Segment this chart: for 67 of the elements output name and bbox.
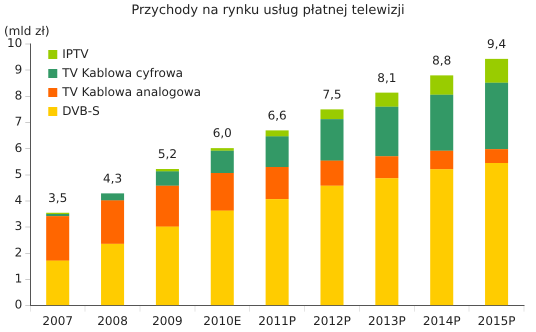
bar bbox=[320, 119, 344, 161]
bar bbox=[320, 186, 344, 306]
y-axis-title: (mld zł) bbox=[4, 24, 50, 38]
total-label: 5,2 bbox=[158, 147, 177, 162]
y-tick-label: 4 bbox=[14, 193, 22, 208]
y-tick-label: 7 bbox=[14, 114, 22, 129]
bar bbox=[210, 210, 234, 306]
legend-label: TV Kablowa analogowa bbox=[61, 85, 202, 100]
x-tick-label: 2015P bbox=[478, 314, 516, 328]
bar bbox=[101, 244, 124, 306]
bar bbox=[210, 148, 234, 151]
y-tick-label: 3 bbox=[14, 219, 22, 234]
bar bbox=[430, 169, 454, 306]
bar bbox=[430, 94, 454, 151]
total-label: 8,1 bbox=[377, 70, 396, 85]
y-tick-label: 8 bbox=[14, 88, 22, 102]
y-tick-label: 5 bbox=[14, 166, 22, 181]
y-tick-label: 0 bbox=[14, 298, 22, 312]
y-tick-label: 1 bbox=[14, 272, 22, 286]
bar bbox=[266, 130, 289, 136]
total-label: 6,6 bbox=[268, 108, 287, 122]
bar bbox=[266, 136, 289, 167]
bar bbox=[375, 156, 398, 178]
bar bbox=[485, 163, 508, 306]
y-tick-label: 9 bbox=[14, 62, 22, 76]
bar bbox=[210, 172, 234, 211]
bar bbox=[156, 186, 179, 227]
bar bbox=[375, 92, 398, 107]
bar bbox=[485, 82, 508, 150]
x-tick-label: 2009 bbox=[152, 314, 183, 328]
chart-title: Przychody na rynku usług płatnej telewizji bbox=[131, 2, 405, 18]
y-tick-label: 6 bbox=[14, 140, 22, 155]
total-label: 3,5 bbox=[48, 190, 68, 205]
bar bbox=[266, 166, 289, 200]
legend-label: TV Kablowa cyfrowa bbox=[61, 66, 184, 80]
bar bbox=[320, 109, 344, 120]
bar bbox=[375, 178, 398, 306]
bar bbox=[156, 171, 179, 186]
bar bbox=[101, 193, 124, 200]
bar bbox=[430, 150, 454, 170]
legend-label: IPTV bbox=[62, 47, 90, 62]
y-tick-label: 10 bbox=[6, 36, 22, 50]
bar bbox=[485, 149, 508, 164]
bar bbox=[101, 200, 124, 244]
bar bbox=[430, 75, 454, 95]
bar bbox=[375, 106, 398, 156]
x-tick-label: 2008 bbox=[97, 314, 128, 328]
total-label: 8,8 bbox=[432, 54, 452, 68]
total-label: 6,0 bbox=[212, 126, 232, 140]
total-label: 7,5 bbox=[322, 88, 342, 102]
bar bbox=[46, 216, 70, 261]
bar bbox=[156, 226, 179, 306]
bar bbox=[210, 150, 234, 173]
bar bbox=[320, 160, 344, 186]
x-tick-label: 2014P bbox=[422, 314, 461, 328]
x-tick-label: 2007 bbox=[42, 314, 73, 328]
legend-label: DVB-S bbox=[62, 104, 100, 118]
total-label: 9,4 bbox=[487, 37, 506, 52]
total-label: 4,3 bbox=[103, 172, 122, 186]
bar bbox=[266, 199, 289, 306]
x-tick-label: 2012P bbox=[313, 314, 351, 328]
x-tick-label: 2011P bbox=[258, 314, 296, 328]
y-tick-label: 2 bbox=[14, 245, 22, 260]
bar bbox=[46, 260, 70, 306]
bar bbox=[485, 58, 508, 83]
x-tick-label: 2013P bbox=[368, 314, 406, 328]
x-tick-label: 2010E bbox=[203, 314, 242, 328]
